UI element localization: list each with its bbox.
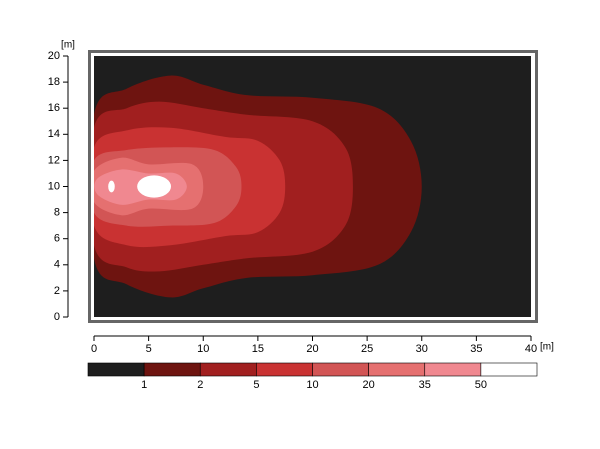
colorbar-label: 50 (475, 379, 487, 391)
x-tick-label: 15 (252, 343, 264, 355)
colorbar-segment (87, 362, 145, 377)
y-tick-label: 6 (54, 233, 60, 245)
colorbar-segment (143, 362, 201, 377)
colorbar-label: 20 (363, 379, 375, 391)
y-tick-label: 4 (54, 259, 60, 271)
x-tick-label: 35 (470, 343, 482, 355)
x-tick-label: 30 (416, 343, 428, 355)
colorbar-label: 2 (197, 379, 203, 391)
contour-region (137, 175, 172, 198)
y-tick-label: 18 (48, 76, 60, 88)
y-tick-label: 16 (48, 102, 60, 114)
x-tick-label: 40 (525, 343, 537, 355)
colorbar-segment (480, 362, 538, 377)
colorbar-segment (199, 362, 257, 377)
contour-region (108, 180, 115, 193)
colorbar-segment (424, 362, 482, 377)
y-tick-label: 0 (54, 311, 60, 323)
plot-area (94, 56, 531, 317)
x-unit: [m] (540, 342, 554, 353)
x-tick-label: 10 (197, 343, 209, 355)
y-tick-label: 20 (48, 50, 60, 62)
y-tick-label: 8 (54, 207, 60, 219)
colorbar-label: 1 (141, 379, 147, 391)
x-tick-label: 25 (361, 343, 373, 355)
colorbar-segment (312, 362, 369, 377)
y-tick-label: 14 (48, 128, 60, 140)
colorbar-segment (256, 362, 313, 377)
y-tick-label: 12 (48, 154, 60, 166)
x-tick-label: 20 (306, 343, 318, 355)
colorbar-label: 5 (253, 379, 259, 391)
colorbar: 1 2 5 10 20 35 50 (87, 362, 538, 391)
y-unit: [m] (61, 40, 75, 51)
colorbar-segment (368, 362, 426, 377)
x-tick-label: 5 (146, 343, 152, 355)
y-tick-label: 10 (48, 180, 60, 192)
x-tick-label: 0 (91, 343, 97, 355)
y-tick-label: 2 (54, 285, 60, 297)
colorbar-label: 10 (306, 379, 318, 391)
contours (94, 75, 422, 298)
colorbar-label: 35 (419, 379, 431, 391)
